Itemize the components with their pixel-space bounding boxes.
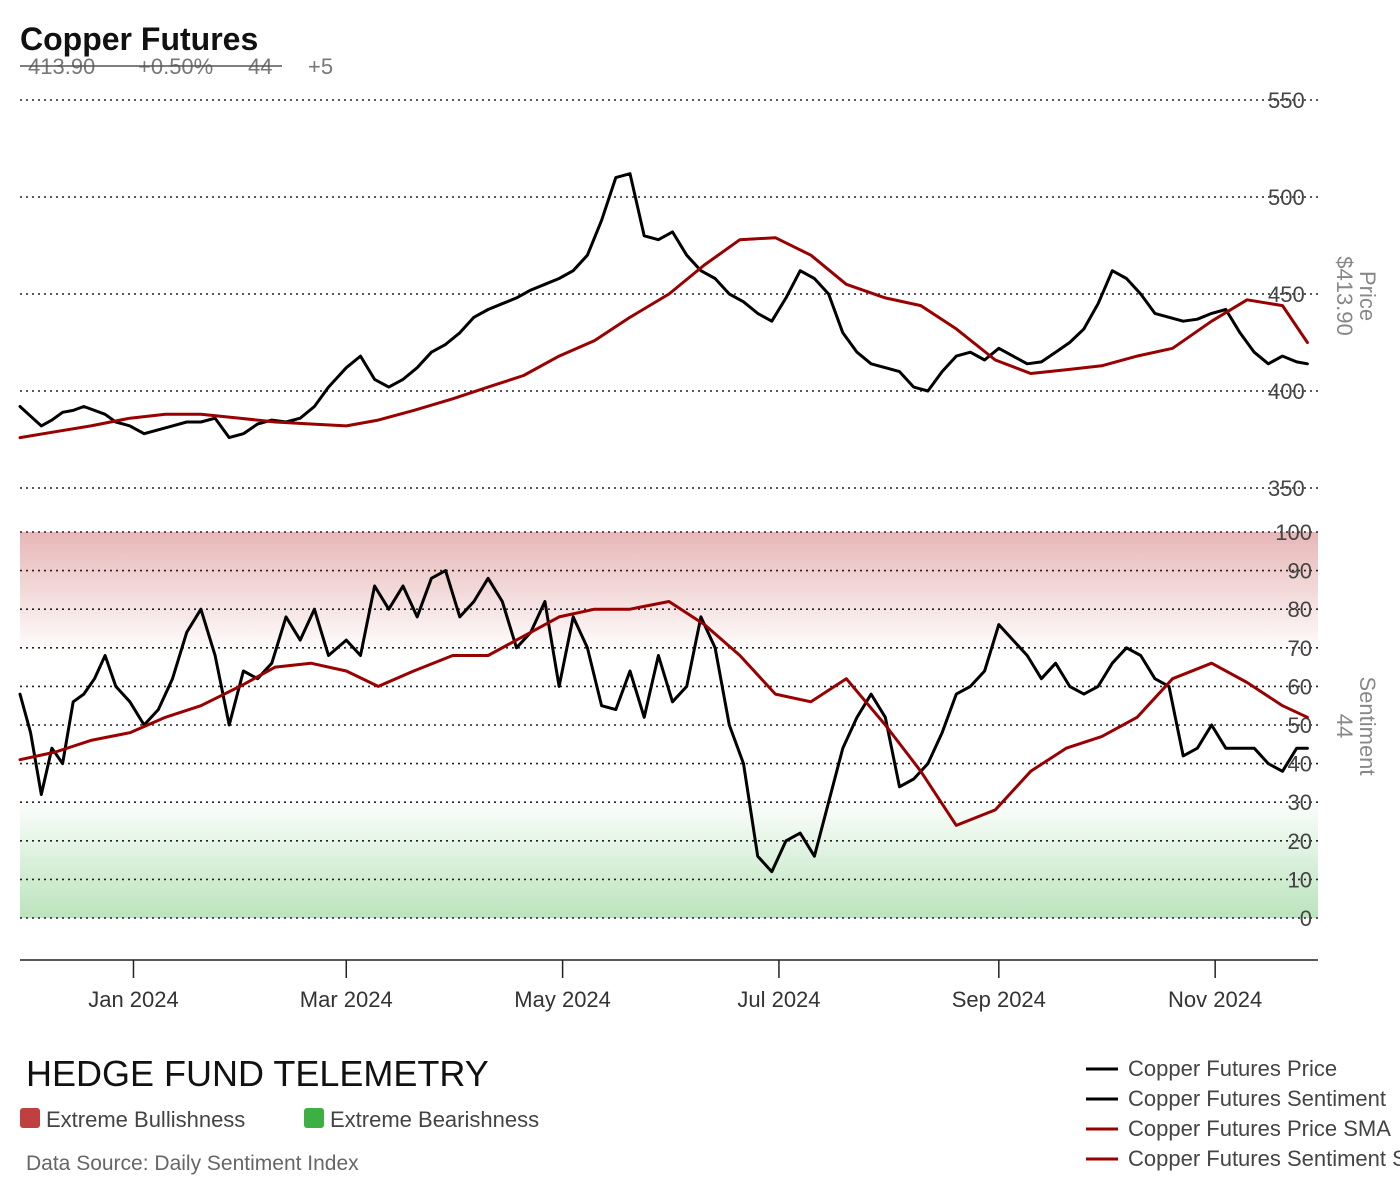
x-tick-label: Jul 2024 [737, 987, 820, 1012]
x-tick-label: Sep 2024 [952, 987, 1046, 1012]
x-tick-label: Jan 2024 [88, 987, 179, 1012]
sentiment-tick-label: 20 [1288, 829, 1312, 854]
sentiment-last-value: 44 [1332, 714, 1357, 738]
bullish-key-label: Extreme Bullishness [46, 1107, 245, 1132]
stat-delta: +5 [308, 54, 333, 79]
sentiment-tick-label: 10 [1288, 867, 1312, 892]
brand-name: HEDGE FUND TELEMETRY [26, 1053, 489, 1094]
x-tick-label: May 2024 [514, 987, 611, 1012]
sentiment-tick-label: 30 [1288, 790, 1312, 815]
bearish-key-label: Extreme Bearishness [330, 1107, 539, 1132]
price-last-value: $413.90 [1332, 256, 1357, 336]
sentiment-axis-label: Sentiment [1355, 676, 1380, 775]
legend-item-label: Copper Futures Price SMA [1128, 1116, 1391, 1141]
bearish-key-swatch [304, 1108, 324, 1128]
extreme-bearishness-zone [20, 802, 1318, 918]
legend-item-label: Copper Futures Price [1128, 1056, 1337, 1081]
price-tick-label: 400 [1268, 379, 1305, 404]
sentiment-series-layer [18, 569, 1309, 874]
sentiment-tick-label: 100 [1275, 520, 1312, 545]
copper-futures-price-sma-line [18, 236, 1309, 440]
x-tick-label: Mar 2024 [300, 987, 393, 1012]
legend-item-label: Copper Futures Sentiment [1128, 1086, 1386, 1111]
price-tick-label: 500 [1268, 185, 1305, 210]
copper-futures-sentiment-sma-line [18, 600, 1309, 827]
bullish-key-swatch [20, 1108, 40, 1128]
price-tick-label: 350 [1268, 476, 1305, 501]
chart-title: Copper Futures [20, 21, 258, 57]
price-axis-label: Price [1355, 271, 1380, 321]
price-tick-label: 550 [1268, 88, 1305, 113]
legend: Copper Futures Price Copper Futures Senti… [1086, 1056, 1400, 1171]
sentiment-tick-label: 60 [1288, 674, 1312, 699]
x-tick-label: Nov 2024 [1168, 987, 1262, 1012]
copper-futures-price-line [18, 172, 1309, 440]
sentiment-tick-label: 0 [1300, 906, 1312, 931]
extreme-bullishness-zone [20, 532, 1318, 648]
sentiment-tick-label: 90 [1288, 559, 1312, 584]
x-axis-ticks: Jan 2024 Mar 2024 May 2024 Jul 2024 Sep 2024… [88, 960, 1262, 1012]
copper-futures-sentiment-line [18, 569, 1309, 874]
sentiment-tick-label: 70 [1288, 636, 1312, 661]
sentiment-tick-label: 80 [1288, 597, 1312, 622]
legend-item-label: Copper Futures Sentiment SMA [1128, 1146, 1400, 1171]
data-source: Data Source: Daily Sentiment Index [26, 1152, 359, 1175]
price-series-layer [18, 172, 1309, 440]
